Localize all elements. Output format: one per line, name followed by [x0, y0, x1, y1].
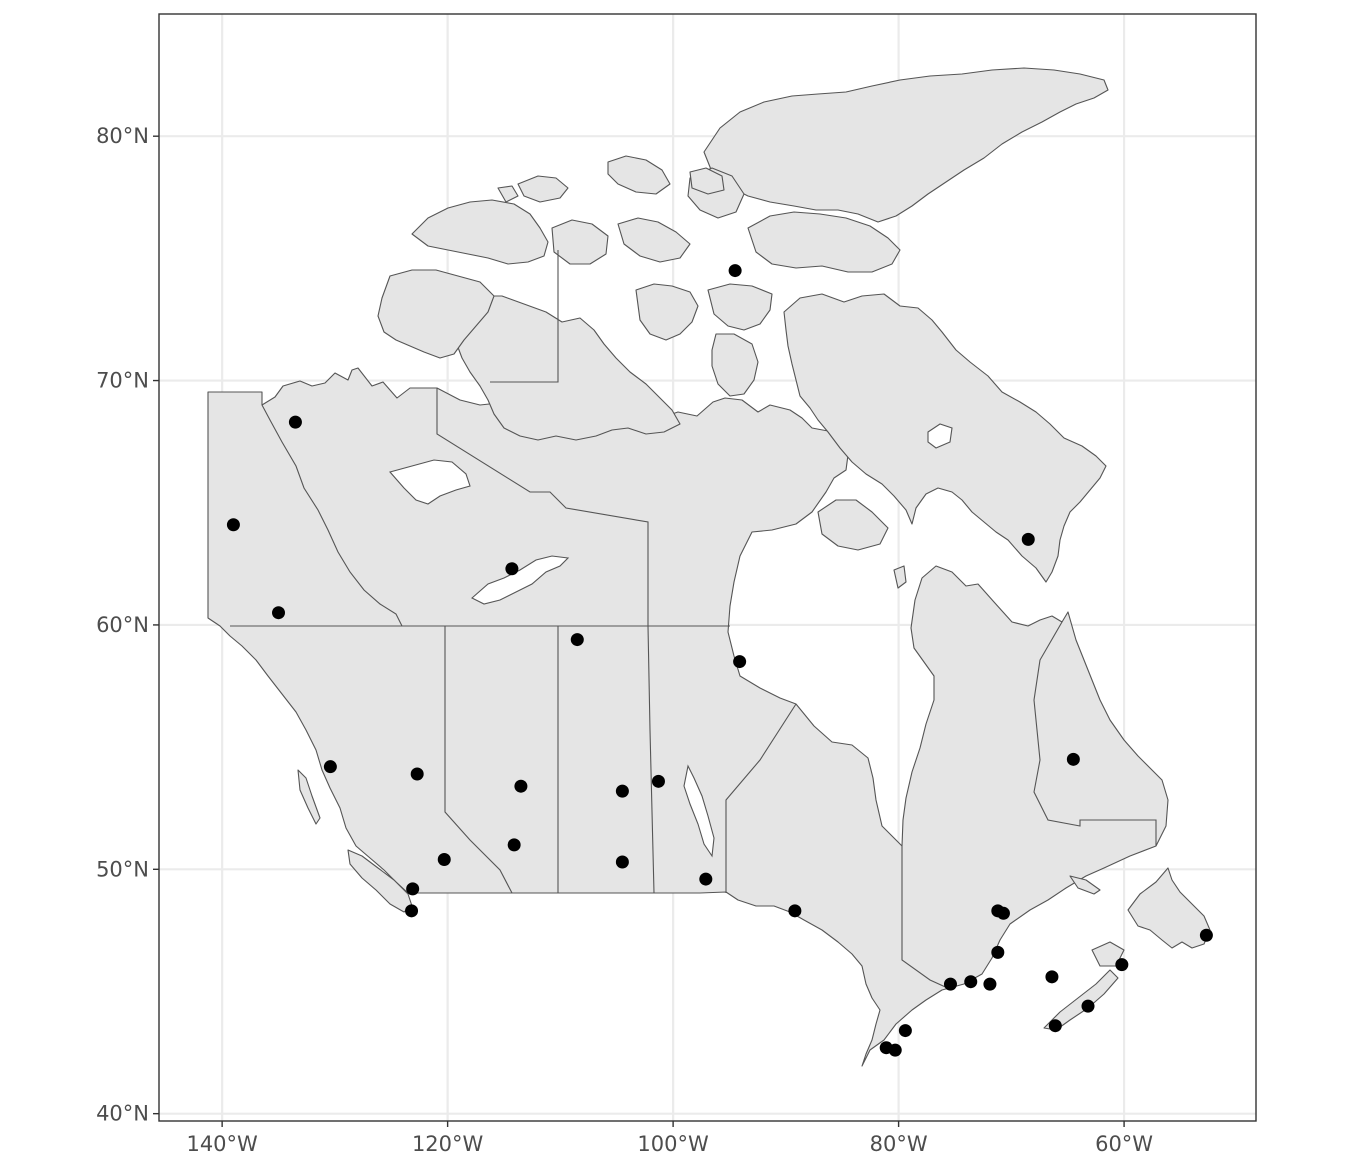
- bc-alberta-border: [444, 626, 513, 894]
- axes: 140°W 120°W 100°W 80°W 60°W 40°N 50°N 60°N 70°N 8…: [96, 124, 1153, 1156]
- station-point-20: [788, 904, 802, 918]
- great-slave-lake: [471, 555, 570, 605]
- station-point-11: [514, 779, 528, 793]
- panel-frame: [158, 13, 1257, 1122]
- y-tick-label: 70°N: [96, 369, 149, 393]
- station-point-1: [288, 415, 302, 429]
- x-tick-label: 80°W: [870, 1132, 928, 1156]
- station-point-27: [943, 977, 957, 991]
- anticosti-island: [1069, 875, 1101, 895]
- y-tick-label: 60°N: [96, 613, 149, 637]
- x-tick-label: 100°W: [637, 1132, 709, 1156]
- station-point-0: [728, 264, 742, 278]
- yukon-nwt-border: [261, 404, 403, 627]
- station-point-12: [615, 784, 629, 798]
- nwt-nunavut-border: [436, 388, 649, 626]
- station-point-17: [699, 872, 713, 886]
- ontario-quebec-border: [901, 846, 953, 991]
- somerset-island: [707, 283, 773, 331]
- station-point-4: [505, 562, 519, 576]
- station-point-14: [507, 838, 521, 852]
- arctic-boundary: [490, 250, 559, 383]
- station-point-19: [405, 904, 419, 918]
- nova-scotia: [1043, 969, 1119, 1031]
- station-point-9: [323, 760, 337, 774]
- station-point-23: [991, 945, 1005, 959]
- provincial-borders: [230, 250, 1157, 991]
- station-points: [226, 264, 1213, 1057]
- great-bear-lake: [389, 459, 471, 505]
- station-point-25: [1115, 958, 1129, 972]
- amund-ringnes-island: [689, 167, 725, 195]
- victoria-island: [455, 295, 681, 441]
- y-tick-label: 50°N: [96, 857, 149, 881]
- station-point-15: [437, 853, 451, 867]
- station-point-26: [1199, 928, 1213, 942]
- prince-of-wales-island: [635, 283, 699, 341]
- station-point-30: [1081, 999, 1095, 1013]
- x-tick-label: 120°W: [412, 1132, 484, 1156]
- station-point-6: [733, 655, 747, 669]
- melville-island: [411, 199, 549, 265]
- lake-winnipeg: [683, 764, 715, 858]
- y-tick-label: 80°N: [96, 124, 149, 148]
- prince-patrick-island: [497, 185, 519, 203]
- bathurst-island: [551, 219, 609, 265]
- southampton-island: [817, 499, 889, 551]
- ellesmere-island: [703, 67, 1109, 223]
- y-tick-label: 40°N: [96, 1102, 149, 1126]
- banks-island: [377, 269, 495, 359]
- x-tick-label: 60°W: [1095, 1132, 1153, 1156]
- station-point-22: [996, 906, 1010, 920]
- station-point-3: [272, 606, 286, 620]
- saskatchewan-manitoba-border: [647, 625, 655, 894]
- cape-breton-island: [1091, 941, 1125, 967]
- station-point-8: [1066, 752, 1080, 766]
- haida-gwaii: [297, 769, 321, 825]
- station-point-28: [964, 975, 978, 989]
- station-point-31: [1048, 1019, 1062, 1033]
- devon-island: [747, 211, 901, 273]
- station-point-7: [1021, 532, 1035, 546]
- station-point-29: [983, 977, 997, 991]
- station-point-32: [898, 1024, 912, 1038]
- coats-island: [893, 565, 907, 589]
- station-point-16: [615, 855, 629, 869]
- station-point-24: [1045, 970, 1059, 984]
- borden-island: [517, 175, 569, 203]
- station-point-18: [406, 882, 420, 896]
- station-point-34: [888, 1043, 902, 1057]
- manitoba-ontario-border: [725, 703, 797, 893]
- ellef-ringnes-island: [607, 155, 671, 195]
- station-point-5: [570, 633, 584, 647]
- station-point-10: [410, 767, 424, 781]
- quebec-labrador-border: [1033, 621, 1157, 846]
- station-point-2: [226, 518, 240, 532]
- station-point-13: [651, 774, 665, 788]
- boothia-peninsula: [711, 333, 759, 397]
- cornwallis-island: [617, 217, 691, 263]
- nettilling-lake: [927, 423, 953, 449]
- x-tick-label: 140°W: [186, 1132, 258, 1156]
- canada-landmass: [207, 67, 1211, 1067]
